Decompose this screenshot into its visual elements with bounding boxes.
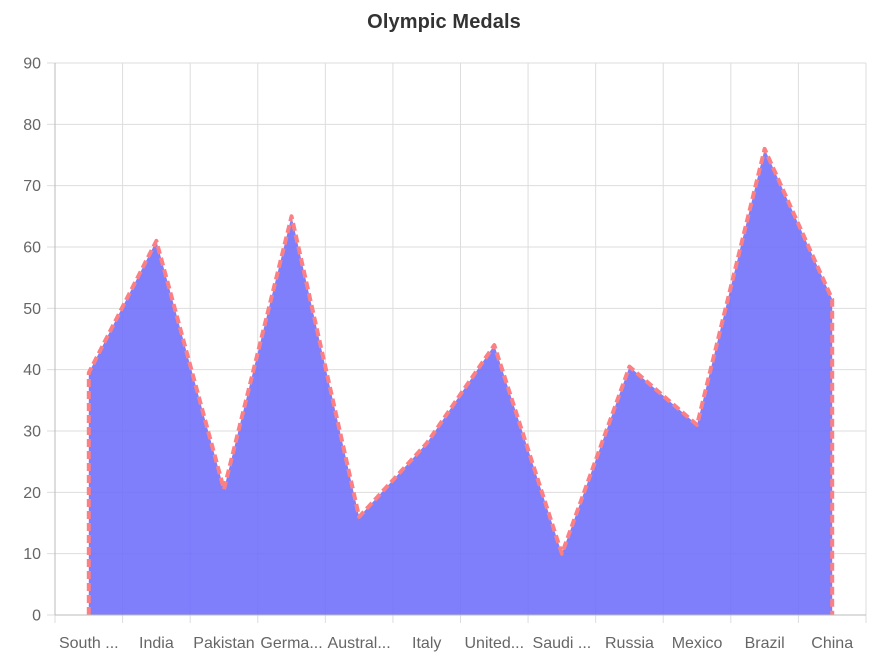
y-tick-label: 60 xyxy=(23,240,41,257)
data-point[interactable] xyxy=(218,483,230,495)
x-tick-label: Brazil xyxy=(745,635,785,652)
data-point[interactable] xyxy=(353,511,365,523)
y-tick-label: 80 xyxy=(23,117,41,134)
data-point[interactable] xyxy=(150,235,162,247)
data-point[interactable] xyxy=(759,143,771,155)
y-tick-label: 40 xyxy=(23,362,41,379)
x-tick-label: Italy xyxy=(412,635,441,652)
data-point[interactable] xyxy=(556,548,568,560)
y-tick-label: 70 xyxy=(23,178,41,195)
data-point[interactable] xyxy=(623,361,635,373)
data-point[interactable] xyxy=(691,419,703,431)
x-tick-label: Russia xyxy=(605,635,654,652)
chart-title: Olympic Medals xyxy=(367,11,521,33)
y-tick-label: 0 xyxy=(32,608,41,625)
y-tick-label: 90 xyxy=(23,56,41,73)
x-tick-label: Saudi ... xyxy=(533,635,592,652)
data-point[interactable] xyxy=(83,367,95,379)
y-tick-label: 10 xyxy=(23,546,41,563)
data-point[interactable] xyxy=(421,437,433,449)
x-tick-label: India xyxy=(139,635,174,652)
data-point[interactable] xyxy=(286,210,298,222)
y-tick-label: 20 xyxy=(23,485,41,502)
x-tick-label: Pakistan xyxy=(193,635,254,652)
x-tick-label: Mexico xyxy=(672,635,723,652)
axes: 0 10 20 30 40 50 60 70 80 90 South ... India Pakista… xyxy=(23,56,867,652)
series-area[interactable] xyxy=(83,143,838,615)
area-border xyxy=(86,146,835,615)
y-tick-label: 30 xyxy=(23,424,41,441)
data-point[interactable] xyxy=(488,339,500,351)
x-tick-label: Germa... xyxy=(260,635,322,652)
x-tick-label: South ... xyxy=(59,635,119,652)
y-tick-label: 50 xyxy=(23,301,41,318)
x-tick-label: China xyxy=(811,635,853,652)
x-tick-label: Austral... xyxy=(328,635,391,652)
data-point[interactable] xyxy=(826,293,838,305)
area-fill[interactable] xyxy=(88,148,833,615)
x-tick-label: United... xyxy=(464,635,524,652)
